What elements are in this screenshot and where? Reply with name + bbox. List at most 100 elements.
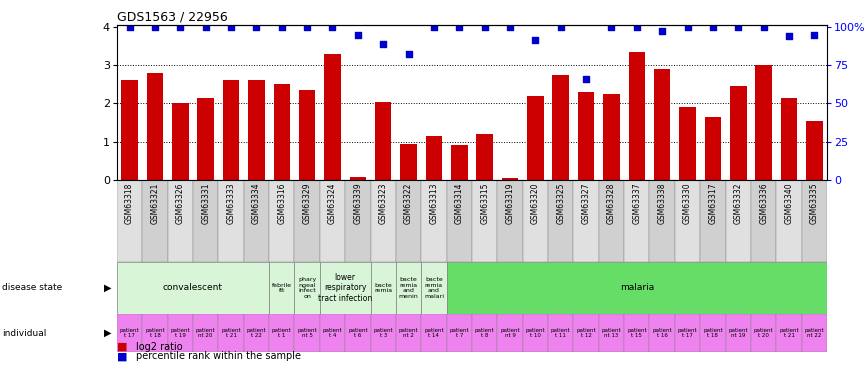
Bar <box>553 75 569 180</box>
Point <box>249 24 263 30</box>
Point <box>173 24 187 30</box>
FancyBboxPatch shape <box>269 262 294 314</box>
Text: patient
t 18: patient t 18 <box>703 328 723 338</box>
Bar <box>578 92 594 180</box>
FancyBboxPatch shape <box>294 262 320 314</box>
Text: log2 ratio: log2 ratio <box>136 342 183 351</box>
FancyBboxPatch shape <box>573 314 598 352</box>
Point <box>478 24 492 30</box>
Text: patient
t 8: patient t 8 <box>475 328 494 338</box>
Text: GSM63322: GSM63322 <box>404 183 413 224</box>
Text: patient
nt 20: patient nt 20 <box>196 328 216 338</box>
Bar <box>346 180 371 262</box>
Point <box>681 24 695 30</box>
Text: GSM63316: GSM63316 <box>277 183 287 224</box>
Text: GSM63336: GSM63336 <box>759 183 768 224</box>
Bar <box>426 136 443 180</box>
FancyBboxPatch shape <box>447 314 472 352</box>
Bar <box>294 180 320 262</box>
Text: patient
t 14: patient t 14 <box>424 328 443 338</box>
Text: GSM63320: GSM63320 <box>531 183 540 224</box>
Bar <box>274 84 290 180</box>
Text: patient
t 6: patient t 6 <box>348 328 368 338</box>
Text: patient
t 4: patient t 4 <box>323 328 342 338</box>
Text: GSM63315: GSM63315 <box>480 183 489 224</box>
Text: phary
ngeal
infect
on: phary ngeal infect on <box>298 277 316 299</box>
FancyBboxPatch shape <box>701 314 726 352</box>
Point <box>503 24 517 30</box>
Text: ▶: ▶ <box>104 328 112 338</box>
Text: GSM63324: GSM63324 <box>328 183 337 224</box>
Point <box>427 24 441 30</box>
Point <box>326 24 339 30</box>
FancyBboxPatch shape <box>472 314 497 352</box>
FancyBboxPatch shape <box>726 314 751 352</box>
Bar <box>624 180 650 262</box>
Text: patient
t 20: patient t 20 <box>753 328 773 338</box>
Text: GSM63327: GSM63327 <box>582 183 591 224</box>
Text: patient
t 3: patient t 3 <box>373 328 393 338</box>
Bar <box>142 180 168 262</box>
Bar <box>117 180 142 262</box>
Text: malaria: malaria <box>620 284 654 292</box>
Bar <box>400 144 417 180</box>
Text: GSM63340: GSM63340 <box>785 183 793 224</box>
Text: GSM63331: GSM63331 <box>201 183 210 224</box>
Point <box>301 24 314 30</box>
Text: disease state: disease state <box>2 284 62 292</box>
Bar <box>168 180 193 262</box>
FancyBboxPatch shape <box>346 314 371 352</box>
Point <box>376 41 390 47</box>
Bar <box>705 117 721 180</box>
Text: GSM63328: GSM63328 <box>607 183 616 224</box>
Point <box>706 24 720 30</box>
Point <box>630 24 643 30</box>
Bar <box>476 134 493 180</box>
Point <box>123 24 137 30</box>
Bar <box>269 180 294 262</box>
FancyBboxPatch shape <box>168 314 193 352</box>
FancyBboxPatch shape <box>447 262 827 314</box>
FancyBboxPatch shape <box>243 314 269 352</box>
Bar <box>701 180 726 262</box>
Text: bacte
remia
and
malari: bacte remia and malari <box>424 277 444 299</box>
Bar <box>726 180 751 262</box>
Bar <box>146 73 163 180</box>
Text: patient
t 17: patient t 17 <box>678 328 697 338</box>
Text: ■: ■ <box>117 342 127 351</box>
Bar <box>781 98 798 180</box>
Bar <box>548 180 573 262</box>
Bar <box>193 180 218 262</box>
Bar <box>802 180 827 262</box>
Point <box>402 51 416 57</box>
Text: patient
t 21: patient t 21 <box>779 328 798 338</box>
Point <box>782 33 796 39</box>
Bar <box>598 180 624 262</box>
FancyBboxPatch shape <box>598 314 624 352</box>
FancyBboxPatch shape <box>802 314 827 352</box>
FancyBboxPatch shape <box>371 262 396 314</box>
Text: GSM63317: GSM63317 <box>708 183 717 224</box>
Point <box>351 32 365 38</box>
Bar <box>451 145 468 180</box>
FancyBboxPatch shape <box>117 314 142 352</box>
FancyBboxPatch shape <box>320 314 346 352</box>
Bar <box>172 104 189 180</box>
Point <box>148 24 162 30</box>
Text: patient
nt 19: patient nt 19 <box>728 328 748 338</box>
Text: bacte
remia: bacte remia <box>374 283 392 293</box>
Text: GSM63339: GSM63339 <box>353 183 362 224</box>
Point <box>731 24 745 30</box>
FancyBboxPatch shape <box>421 314 447 352</box>
Text: patient
t 11: patient t 11 <box>551 328 571 338</box>
Text: patient
t 12: patient t 12 <box>576 328 596 338</box>
Text: GSM63319: GSM63319 <box>506 183 514 224</box>
Point <box>198 24 213 30</box>
Bar <box>249 81 265 180</box>
FancyBboxPatch shape <box>371 314 396 352</box>
Bar <box>350 177 366 180</box>
Text: patient
t 1: patient t 1 <box>272 328 292 338</box>
Bar <box>299 90 315 180</box>
Point <box>579 76 593 82</box>
Bar <box>197 98 214 180</box>
